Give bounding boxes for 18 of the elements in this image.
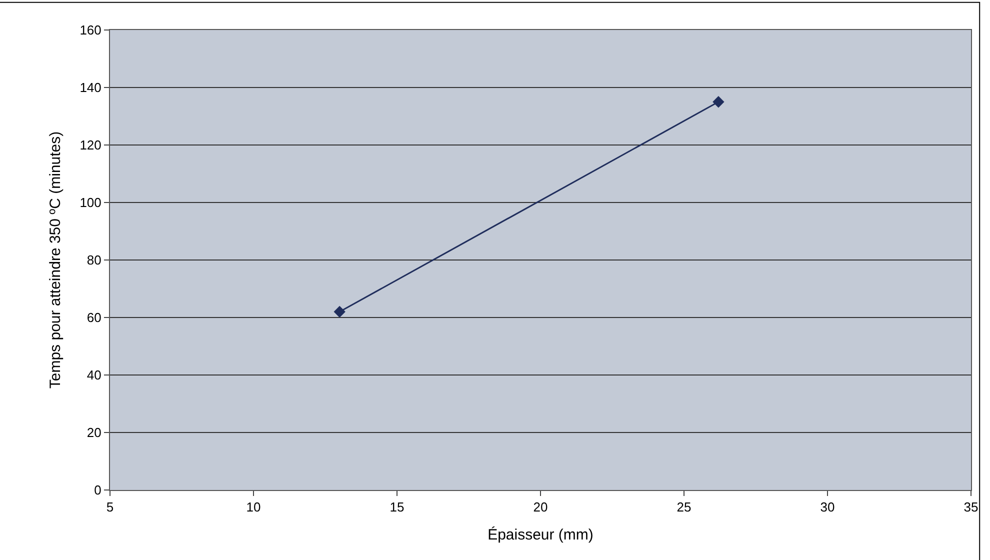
- y-tick-label: 0: [94, 482, 102, 498]
- y-tick-label: 100: [80, 195, 102, 210]
- y-tick-label: 160: [80, 22, 102, 38]
- y-tick-label: 40: [86, 368, 102, 383]
- y-axis-title: Temps pour atteindre 350 ºC (minutes): [46, 131, 64, 389]
- y-tick-label: 120: [80, 138, 102, 153]
- x-tick-label: 25: [676, 500, 692, 515]
- y-tick-label: 20: [86, 425, 102, 440]
- x-tick-label: 15: [390, 500, 404, 515]
- x-axis-title: Épaisseur (mm): [488, 526, 594, 544]
- y-tick-label: 60: [86, 310, 102, 326]
- x-tick-label: 30: [820, 500, 835, 515]
- x-tick-label: 35: [964, 500, 978, 515]
- y-tick-label: 80: [86, 252, 102, 268]
- x-tick-label: 10: [246, 500, 261, 515]
- x-tick-label: 5: [106, 500, 114, 515]
- y-tick-label: 140: [80, 80, 102, 96]
- x-tick-label: 20: [533, 500, 548, 515]
